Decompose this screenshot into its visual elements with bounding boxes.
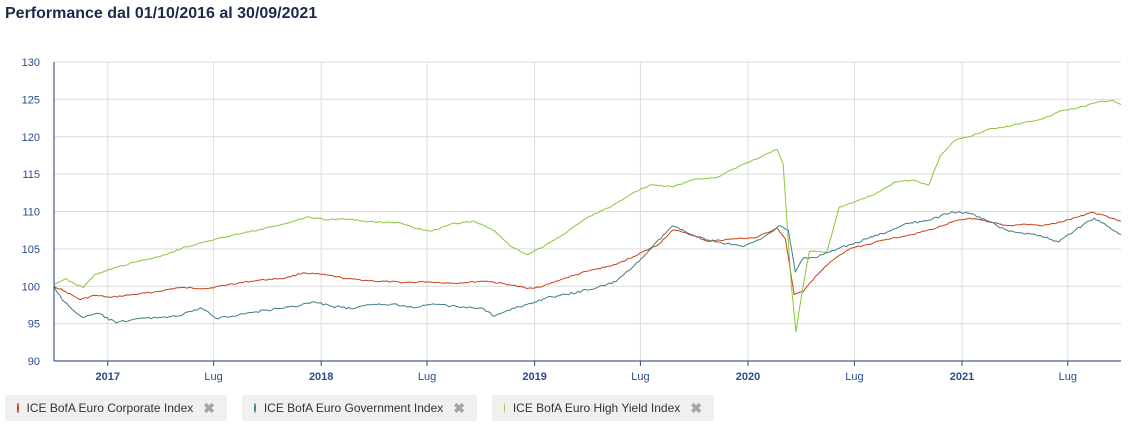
y-tick-label: 130 <box>22 57 40 69</box>
legend-label-government: ICE BofA Euro Government Index <box>263 401 444 415</box>
legend-item-high-yield[interactable]: ICE BofA Euro High Yield Index ✖ <box>492 395 714 421</box>
y-tick-label: 110 <box>22 207 40 219</box>
x-tick-label: 2017 <box>96 371 120 383</box>
legend-item-government[interactable]: ICE BofA Euro Government Index ✖ <box>242 395 477 421</box>
chart-grid <box>54 61 1121 362</box>
y-tick-label: 125 <box>22 94 40 106</box>
series-line-2 <box>53 99 1122 333</box>
series-layer <box>53 99 1122 333</box>
legend-dot-high-yield <box>504 403 505 413</box>
series-line-1 <box>53 211 1122 324</box>
y-tick-label: 100 <box>22 281 40 293</box>
chart-legend: ICE BofA Euro Corporate Index ✖ ICE BofA… <box>0 395 1131 423</box>
chart-title: Performance dal 01/10/2016 al 30/09/2021 <box>5 5 318 22</box>
series-line-0 <box>53 211 1122 301</box>
x-tick-label: 2020 <box>736 371 760 383</box>
legend-label-corporate: ICE BofA Euro Corporate Index <box>26 401 194 415</box>
x-tick-label: Lug <box>631 371 649 383</box>
chart-axes: 90 95 100 105 110 115 120 125 130 2017 Lug 2018 Lug 2… <box>22 57 1121 383</box>
legend-label-high-yield: ICE BofA Euro High Yield Index <box>512 401 681 415</box>
close-icon[interactable]: ✖ <box>203 399 215 416</box>
y-tick-label: 90 <box>28 356 40 368</box>
x-tick-label: Lug <box>1059 371 1077 383</box>
y-tick-label: 120 <box>22 132 40 144</box>
close-icon[interactable]: ✖ <box>690 399 702 416</box>
x-tick-label: Lug <box>204 371 222 383</box>
x-tick-label: Lug <box>418 371 436 383</box>
x-tick-label: Lug <box>845 371 863 383</box>
y-tick-label: 105 <box>22 244 40 256</box>
x-tick-label: 2018 <box>309 371 333 383</box>
y-tick-label: 95 <box>28 319 40 331</box>
close-icon[interactable]: ✖ <box>453 399 465 416</box>
legend-dot-corporate <box>17 403 19 413</box>
legend-dot-government <box>254 403 256 413</box>
y-tick-label: 115 <box>22 169 40 181</box>
x-tick-label: 2021 <box>950 371 974 383</box>
x-tick-label: 2019 <box>522 371 546 383</box>
line-chart: 90 95 100 105 110 115 120 125 130 2017 Lug 2018 Lug 2… <box>22 57 1122 383</box>
legend-item-corporate[interactable]: ICE BofA Euro Corporate Index ✖ <box>5 395 227 421</box>
